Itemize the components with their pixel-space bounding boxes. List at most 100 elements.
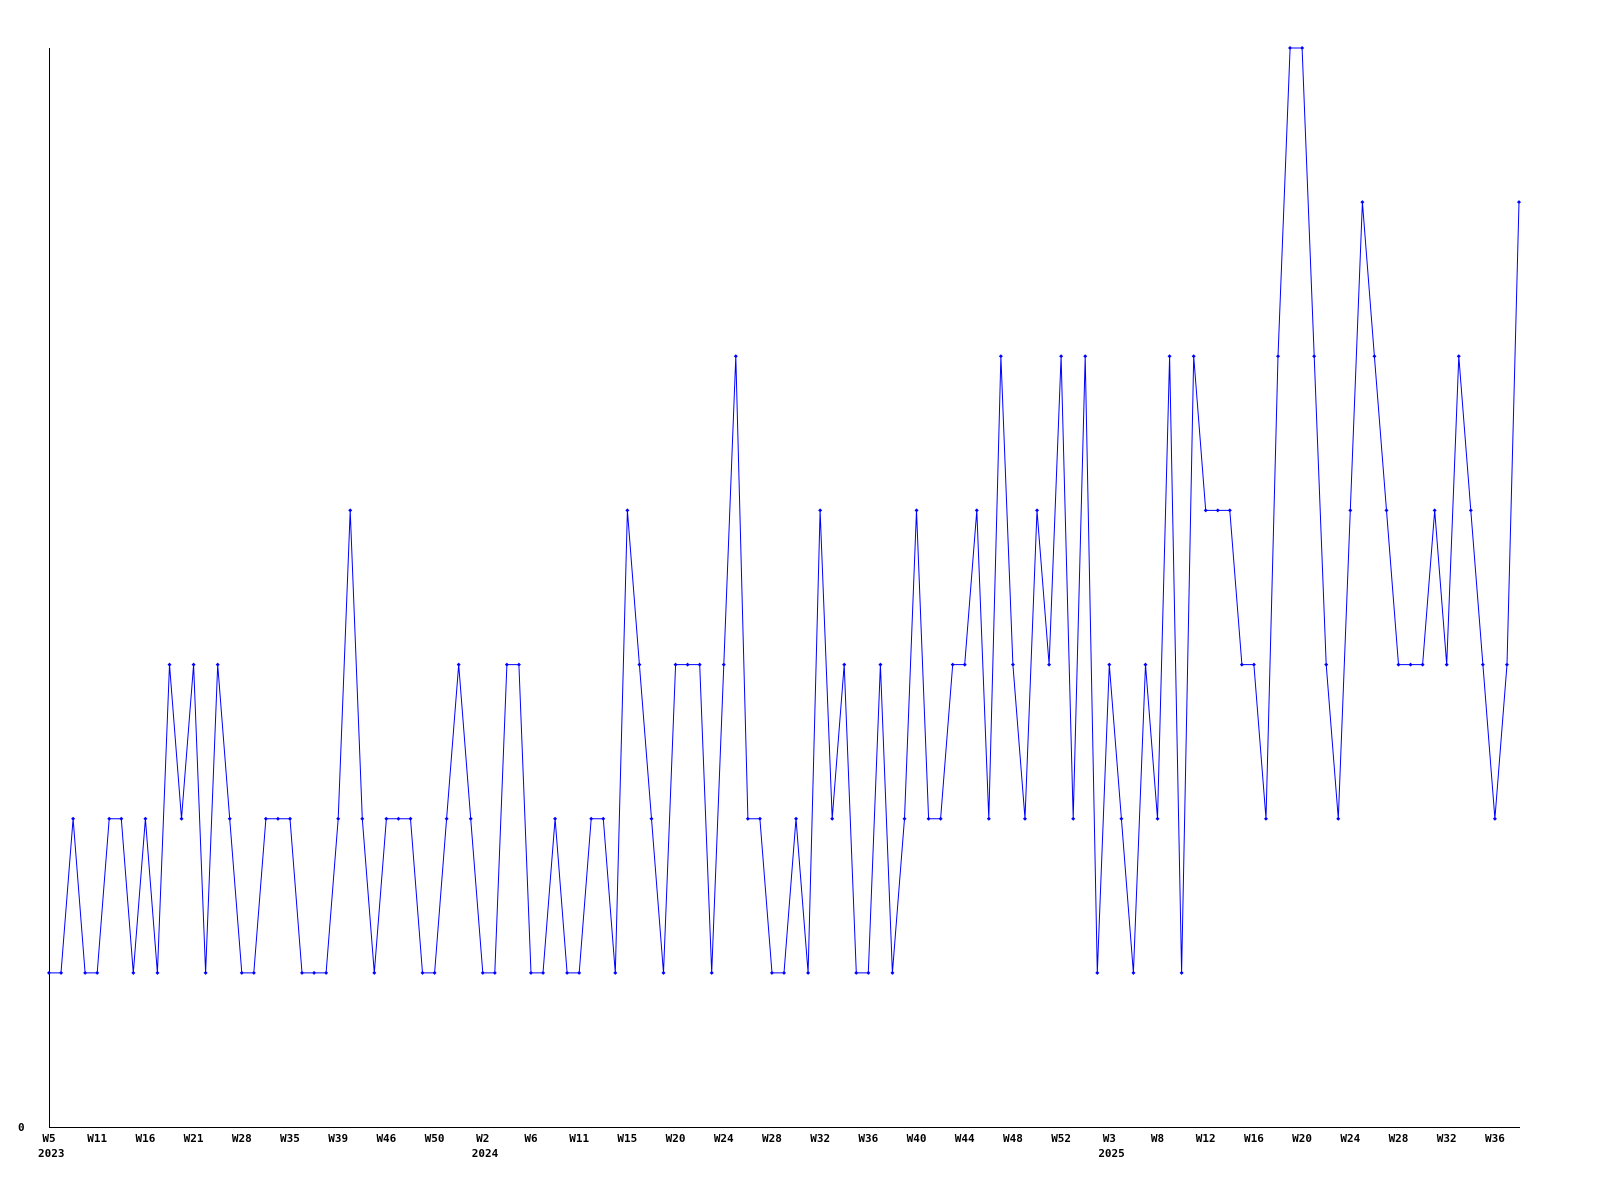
y-tick-label-0: 0 bbox=[18, 1121, 25, 1134]
data-point bbox=[685, 662, 690, 667]
x-tick-label: W24 bbox=[714, 1132, 734, 1145]
data-point bbox=[384, 816, 389, 821]
data-point bbox=[782, 970, 786, 975]
data-point bbox=[1517, 200, 1521, 205]
data-point bbox=[553, 816, 558, 821]
x-tick-label: W5 bbox=[42, 1132, 55, 1145]
data-point bbox=[1384, 508, 1389, 513]
data-point bbox=[1251, 662, 1256, 667]
data-point bbox=[769, 970, 774, 975]
data-point bbox=[300, 970, 305, 975]
data-point bbox=[492, 970, 497, 975]
x-year-label: 2024 bbox=[472, 1147, 499, 1160]
data-point bbox=[516, 662, 521, 667]
x-tick-label: W6 bbox=[524, 1132, 538, 1145]
data-point bbox=[998, 354, 1003, 359]
data-point bbox=[1022, 816, 1027, 821]
data-point bbox=[842, 662, 847, 667]
x-tick-label: W50 bbox=[425, 1132, 445, 1145]
x-tick-label: W24 bbox=[1340, 1132, 1360, 1145]
x-tick-label: W11 bbox=[87, 1132, 107, 1145]
data-point bbox=[215, 662, 220, 667]
data-point bbox=[1119, 816, 1124, 821]
data-point bbox=[926, 816, 931, 821]
data-point bbox=[167, 662, 172, 667]
x-tick-label: W52 bbox=[1051, 1132, 1071, 1145]
x-tick-label: W28 bbox=[1389, 1132, 1409, 1145]
x-tick-label: W46 bbox=[376, 1132, 396, 1145]
x-tick-label: W3 bbox=[1103, 1132, 1116, 1145]
data-point bbox=[263, 816, 268, 821]
x-tick-label: W16 bbox=[135, 1132, 155, 1145]
x-tick-label: W20 bbox=[666, 1132, 686, 1145]
data-point bbox=[324, 970, 329, 975]
data-point bbox=[275, 816, 280, 821]
data-point bbox=[697, 662, 702, 667]
data-point bbox=[1288, 46, 1293, 50]
data-point bbox=[1215, 508, 1220, 513]
data-point bbox=[1444, 662, 1449, 667]
data-point bbox=[1155, 816, 1160, 821]
data-point bbox=[239, 970, 244, 975]
data-point bbox=[143, 816, 148, 821]
data-point bbox=[962, 662, 967, 667]
data-point bbox=[974, 508, 979, 513]
data-point bbox=[131, 970, 136, 975]
data-point bbox=[806, 970, 811, 975]
data-point bbox=[203, 970, 208, 975]
data-point bbox=[420, 970, 425, 975]
data-point bbox=[757, 816, 762, 821]
data-point bbox=[1372, 354, 1377, 359]
x-tick-labels: W5 2023 W11 W16 W21 W28 W35 W39 W46 W50 W2 2024 W6 W1… bbox=[38, 1132, 1505, 1160]
data-point bbox=[565, 970, 570, 975]
data-point bbox=[155, 970, 160, 975]
data-point bbox=[1083, 354, 1088, 359]
data-point bbox=[1035, 508, 1040, 513]
data-point bbox=[1276, 354, 1281, 359]
data-point bbox=[733, 354, 738, 359]
data-point bbox=[179, 816, 184, 821]
data-point bbox=[1456, 354, 1461, 359]
data-point bbox=[950, 662, 955, 667]
data-point bbox=[360, 816, 365, 821]
x-tick-label: W39 bbox=[328, 1132, 348, 1145]
x-tick-label: W36 bbox=[858, 1132, 878, 1145]
x-tick-label: W2 bbox=[476, 1132, 489, 1145]
data-point bbox=[890, 970, 895, 975]
data-point bbox=[914, 508, 919, 513]
x-tick-label: W44 bbox=[955, 1132, 975, 1145]
data-point bbox=[1095, 970, 1100, 975]
data-point bbox=[336, 816, 341, 821]
x-year-label: 2023 bbox=[38, 1147, 65, 1160]
x-tick-label: W21 bbox=[184, 1132, 204, 1145]
x-tick-label: W48 bbox=[1003, 1132, 1023, 1145]
data-point bbox=[625, 508, 630, 513]
data-point bbox=[468, 816, 473, 821]
data-point bbox=[1408, 662, 1413, 667]
data-point bbox=[480, 970, 485, 975]
data-point bbox=[878, 662, 883, 667]
x-tick-label: W8 bbox=[1151, 1132, 1164, 1145]
x-tick-label: W40 bbox=[907, 1132, 927, 1145]
data-point bbox=[348, 508, 353, 513]
data-point bbox=[577, 970, 582, 975]
data-point bbox=[1348, 508, 1353, 513]
data-point bbox=[1047, 662, 1052, 667]
data-point bbox=[1107, 662, 1112, 667]
data-point bbox=[1312, 354, 1317, 359]
data-point bbox=[1480, 662, 1485, 667]
data-point bbox=[613, 970, 618, 975]
data-point bbox=[372, 970, 377, 975]
data-point bbox=[95, 970, 100, 975]
data-point bbox=[1059, 354, 1064, 359]
data-point bbox=[1396, 662, 1401, 667]
data-point bbox=[1167, 354, 1172, 359]
data-point bbox=[107, 816, 112, 821]
data-point bbox=[528, 970, 533, 975]
data-point bbox=[312, 970, 317, 975]
data-points bbox=[47, 46, 1521, 975]
data-point bbox=[287, 816, 292, 821]
data-point bbox=[1227, 508, 1232, 513]
data-point bbox=[854, 970, 859, 975]
data-point bbox=[408, 816, 413, 821]
